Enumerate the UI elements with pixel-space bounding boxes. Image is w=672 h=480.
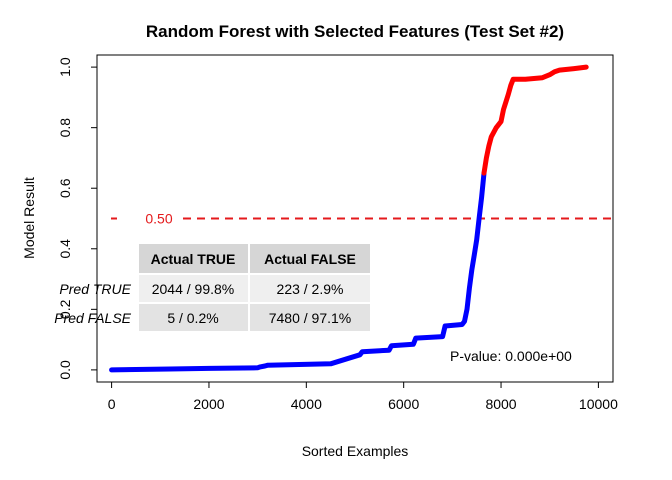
cm-cell-value: 223 / 2.9% xyxy=(277,281,344,297)
cm-cell-row2-col1 xyxy=(139,304,248,331)
x-axis-label: Sorted Examples xyxy=(302,443,409,459)
y-tick-label: 0.8 xyxy=(57,118,73,138)
cm-cell-value: 7480 / 97.1% xyxy=(269,310,352,326)
y-tick-label: 1.0 xyxy=(57,57,73,77)
y-axis-label: Model Result xyxy=(21,177,37,259)
p-value-annotation: P-value: 0.000e+00 xyxy=(450,348,572,364)
x-tick-label: 8000 xyxy=(485,396,516,412)
cm-cell-row2-col2 xyxy=(250,304,370,331)
x-tick-label: 6000 xyxy=(388,396,419,412)
y-tick-label: 0.6 xyxy=(57,178,73,198)
cm-cell-row1-col1 xyxy=(139,275,248,302)
cm-row-label: Pred FALSE xyxy=(54,310,131,326)
y-tick-label: 0.4 xyxy=(57,239,73,259)
x-tick-label: 10000 xyxy=(579,396,618,412)
cm-cell-value: 2044 / 99.8% xyxy=(152,281,235,297)
series-line-1 xyxy=(109,170,487,373)
cm-header-cell-2 xyxy=(250,244,370,273)
cm-cell-value: 5 / 0.2% xyxy=(167,310,218,326)
cm-header-cell-1 xyxy=(139,244,248,273)
cm-cell-row1-col2 xyxy=(250,275,370,302)
x-tick-label: 0 xyxy=(108,396,116,412)
axes: 0 2000 4000 6000 8000 10000 0.0 0.2 0.4 0.6 0.8 1.0 xyxy=(57,57,618,412)
cm-row-label: Pred TRUE xyxy=(59,281,131,297)
cm-col-header: Actual TRUE xyxy=(151,251,236,267)
x-tick-label: 2000 xyxy=(193,396,224,412)
y-tick-label: 0.0 xyxy=(57,360,73,380)
plot-frame xyxy=(96,54,614,383)
confusion-matrix: Actual TRUE Actual FALSE Pred TRUE Pred … xyxy=(54,244,370,331)
y-tick-label: 0.2 xyxy=(57,299,73,319)
x-tick-label: 4000 xyxy=(291,396,322,412)
plot-area: 0.50 xyxy=(109,64,613,373)
chart-title: Random Forest with Selected Features (Te… xyxy=(146,22,564,41)
series-line-2 xyxy=(481,64,589,176)
threshold-label: 0.50 xyxy=(145,211,172,227)
cm-col-header: Actual FALSE xyxy=(264,251,356,267)
